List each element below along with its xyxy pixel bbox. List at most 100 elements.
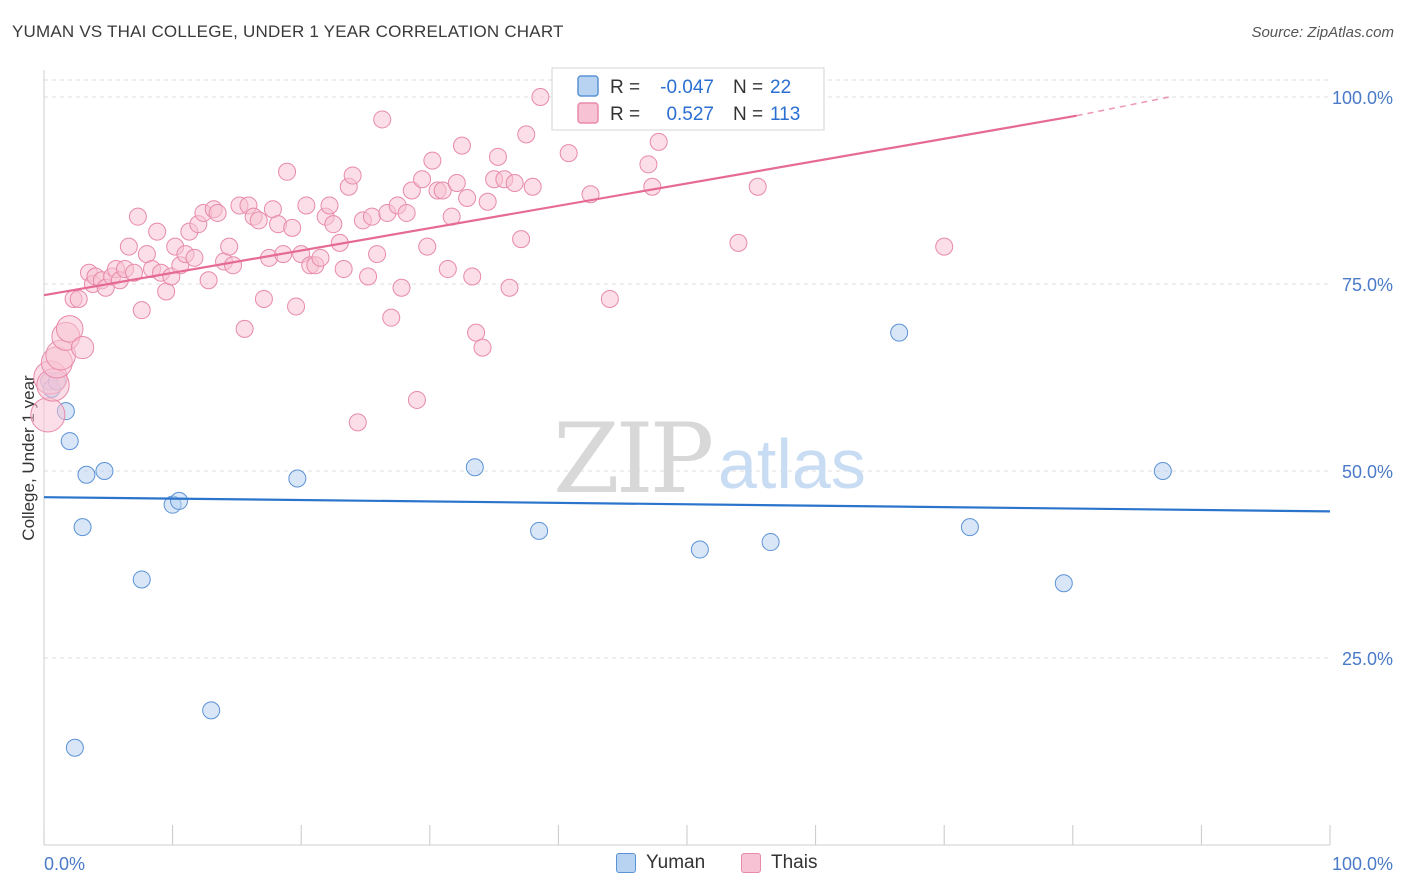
bottom-legend: Yuman Thais [0,852,1406,878]
yuman-point [170,491,189,510]
thai-point [505,174,524,193]
thai-point [278,162,297,181]
yuman-point [1153,462,1172,480]
y-tick-label: 100.0% [1332,88,1393,108]
thai-point [297,196,316,215]
thai-point [473,338,492,357]
thai-point [729,233,748,252]
thai-point [119,237,138,256]
legend-r-value: -0.047 [660,77,714,98]
thai-point [224,256,243,275]
legend-n-label: N = [733,77,763,98]
yuman-point [530,521,549,540]
thai-point [643,177,662,196]
y-axis-label: College, Under 1 year [19,375,38,541]
thai-point [254,289,273,308]
legend-label-thais: Thais [771,852,818,873]
thai-point [447,174,466,193]
thai-point [649,132,668,151]
legend-n-label: N = [733,104,763,125]
thai-point [70,335,95,360]
yuman-point [132,570,151,589]
legend-n-value: 22 [770,77,791,98]
legend-label-yuman: Yuman [646,852,706,873]
chart-title: YUMAN VS THAI COLLEGE, UNDER 1 YEAR CORR… [12,22,564,41]
yuman-point [95,462,114,480]
stats-legend: R = -0.047 N = 22 R = 0.527 N = 113 [551,67,825,131]
thai-trend-line [43,114,1077,297]
thai-point [531,88,550,106]
y-tick-label: 75.0% [1342,275,1393,295]
thai-point [463,267,482,286]
thai-point [433,181,452,200]
yuman-point [65,738,84,757]
thai-point [382,308,401,327]
thai-point [407,390,426,409]
thai-point [55,315,84,343]
yuman-point [890,323,909,342]
thai-point [500,278,519,297]
thai-point [488,147,507,166]
thai-point [287,297,306,316]
thai-point [600,289,619,308]
x-tick-label: 100.0% [1332,854,1393,874]
yuman-point [73,518,92,537]
thai-point [418,237,437,256]
thai-point [132,301,151,320]
thai-points [30,88,954,433]
thai-point [517,125,536,144]
yuman-point [761,533,780,552]
thai-point [559,144,578,163]
thai-point [392,278,411,297]
yuman-swatch [616,853,636,873]
source-label: Source: ZipAtlas.com [1251,24,1394,41]
thai-point [512,230,531,249]
legend-n-value: 113 [770,104,800,125]
thai-point [137,245,156,264]
yuman-points [40,323,1172,757]
thai-point [348,413,367,432]
thai-point [334,260,353,279]
yuman-trend-line [43,496,1331,513]
legend-r-value: 0.527 [666,104,714,125]
legend-r-label: R = [610,104,640,125]
thai-point [413,170,432,189]
thai-point [263,200,282,219]
thai-trend-extension [1076,96,1170,117]
thai-point [324,215,343,234]
thai-point [438,260,457,279]
thai-point [368,245,387,264]
thai-point [249,211,268,230]
legend-item-thais[interactable]: Thais [741,852,817,874]
thai-point [343,166,362,185]
thai-point [199,271,218,290]
thai-point [220,237,239,256]
legend-item-yuman[interactable]: Yuman [616,852,705,874]
thai-point [283,218,302,237]
yuman-point [60,432,79,451]
thai-point [423,151,442,170]
yuman-point [77,465,96,484]
thai-point [125,263,144,282]
thai-point [748,177,767,196]
thai-point [373,110,392,129]
thai-point [128,207,147,226]
thai-point [397,203,416,222]
y-tick-label: 50.0% [1342,462,1393,482]
thai-point [320,196,339,215]
thai-point [639,155,658,174]
thai-point [523,177,542,196]
yuman-point [690,540,709,559]
thai-point [478,192,497,211]
thai-point [402,181,421,200]
thai-point [458,188,477,207]
yuman-point [1054,574,1073,593]
thai-point [157,282,176,301]
y-tick-label: 25.0% [1342,649,1393,669]
legend-swatch-yuman [577,75,599,97]
watermark-zip: ZIP [553,403,712,515]
thai-point [185,248,204,267]
thai-point [208,203,227,222]
thai-point [467,323,486,342]
